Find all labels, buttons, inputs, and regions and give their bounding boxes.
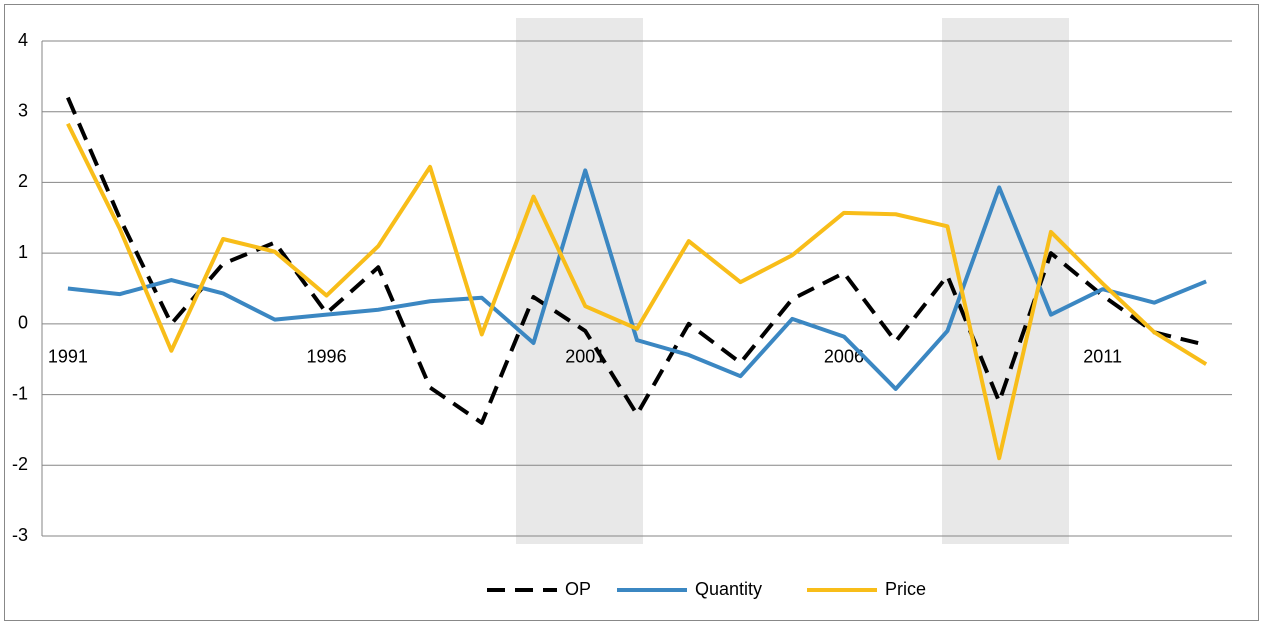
y-tick-label: 4	[18, 30, 28, 50]
x-tick-label: 1991	[48, 347, 88, 367]
x-tick-label: 2011	[1083, 347, 1122, 367]
x-tick-label: 2006	[824, 347, 864, 367]
shaded-period	[942, 18, 1069, 544]
shaded-period	[516, 18, 643, 544]
y-tick-label: -1	[12, 383, 28, 403]
legend-label: OP	[565, 579, 591, 599]
x-tick-label: 1996	[307, 347, 347, 367]
x-tick-label: 2001	[565, 347, 605, 367]
legend-label: Quantity	[695, 579, 762, 599]
series-line	[67, 168, 1207, 391]
y-tick-label: 3	[18, 100, 28, 120]
y-tick-label: 1	[18, 242, 28, 262]
legend-label: Price	[885, 579, 926, 599]
series-line	[66, 122, 1208, 461]
y-tick-label: -2	[12, 454, 28, 474]
y-tick-label: -3	[12, 525, 28, 545]
series-line	[66, 96, 1207, 425]
y-tick-label: 0	[18, 313, 28, 333]
y-tick-label: 2	[18, 171, 28, 191]
